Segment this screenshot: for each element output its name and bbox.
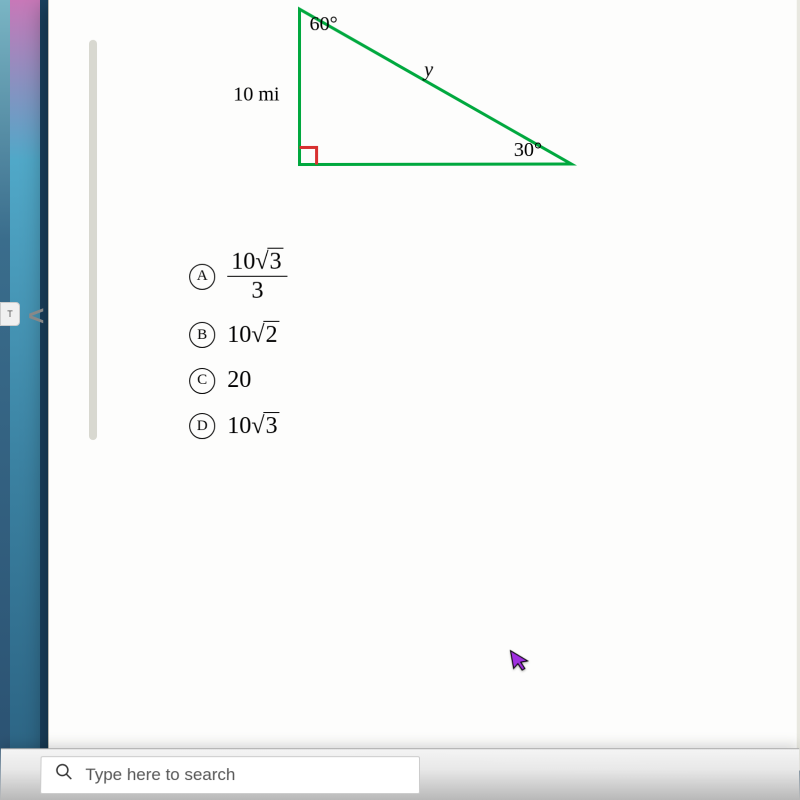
desktop-background-stripe bbox=[10, 0, 40, 800]
answer-a-coeff: 10 bbox=[231, 249, 255, 275]
answer-c-math: 20 bbox=[227, 367, 251, 394]
left-tab-marker[interactable] bbox=[0, 302, 20, 326]
answer-choices: A 103 3 B 102 C 20 bbox=[189, 249, 743, 440]
answer-a-math: 103 3 bbox=[227, 250, 287, 303]
answer-choice-c[interactable]: C 20 bbox=[189, 367, 743, 394]
answer-a-denominator: 3 bbox=[251, 277, 263, 303]
answer-d-radicand: 3 bbox=[264, 412, 280, 440]
answer-b-coeff: 10 bbox=[227, 321, 251, 348]
content-window: 60° 30° 10 mi y A 103 3 B bbox=[48, 0, 800, 771]
search-placeholder: Type here to search bbox=[85, 765, 235, 785]
choice-letter-b: B bbox=[189, 322, 215, 348]
answer-d-math: 10 3 bbox=[227, 412, 279, 440]
nav-prev-button[interactable]: < bbox=[28, 300, 44, 332]
vertical-scrollbar[interactable] bbox=[89, 40, 97, 440]
answer-choice-a[interactable]: A 103 3 bbox=[189, 249, 743, 303]
windows-taskbar[interactable]: Type here to search bbox=[0, 748, 800, 800]
taskbar-search-box[interactable]: Type here to search bbox=[40, 756, 420, 794]
side-hypotenuse-label: y bbox=[424, 59, 433, 82]
choice-letter-c: C bbox=[189, 367, 215, 393]
answer-b-radicand: 2 bbox=[264, 321, 280, 349]
search-icon bbox=[55, 763, 73, 786]
answer-choice-b[interactable]: B 10 2 bbox=[189, 321, 743, 349]
choice-letter-d: D bbox=[189, 413, 215, 439]
side-left-label: 10 mi bbox=[233, 83, 279, 106]
answer-choice-d[interactable]: D 10 3 bbox=[189, 412, 743, 440]
answer-d-coeff: 10 bbox=[227, 413, 251, 440]
choice-letter-a: A bbox=[189, 263, 215, 289]
answer-a-radicand: 3 bbox=[268, 248, 284, 275]
angle-top-label: 60° bbox=[310, 13, 338, 36]
triangle-diagram: 60° 30° 10 mi y bbox=[209, 0, 591, 200]
question-content: 60° 30° 10 mi y A 103 3 B bbox=[179, 0, 743, 702]
answer-b-math: 10 2 bbox=[227, 321, 279, 349]
right-angle-marker bbox=[300, 147, 317, 164]
angle-right-label: 30° bbox=[514, 139, 542, 162]
